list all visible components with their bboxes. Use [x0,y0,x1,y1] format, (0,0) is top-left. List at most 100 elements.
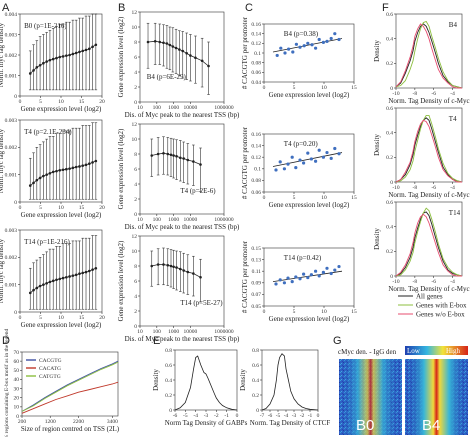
y-tick-label-d: 10 [14,405,20,411]
legend-d-label-1: CACATG [39,366,61,372]
data-point-a2 [58,168,62,172]
y-tick-label-a3: 0.001 [5,282,18,288]
data-point-a1 [51,57,55,61]
scatter-point-c3 [290,280,294,284]
x-tick-label-d: 200 [18,419,27,425]
plot-frame-c3 [263,247,355,307]
y-tick-label-b2: 2 [134,197,137,203]
data-point-b1 [185,51,188,55]
data-point-b1 [189,54,192,57]
data-point-a3 [35,286,39,290]
y-tick-label-a1: 0 [14,94,17,100]
heatmap-label-b0: B0 [356,417,374,434]
data-point-a3 [28,291,32,295]
x-tick-label-a3: 0 [19,315,22,321]
y-tick-label-f2: 0 [390,180,393,186]
scatter-point-c2 [290,155,294,159]
legend-f-label-without: Genes w/o E-box [416,311,465,319]
panel-stat-label-a2: T4 (p=2.1E-234) [24,128,72,136]
data-point-b3 [156,263,160,266]
y-tick-label-a2: 0.002 [5,145,18,151]
y-tick-label-f3: 0.4 [386,224,393,230]
y-axis-label-e1: Density [152,369,160,391]
fit-line-c2 [272,152,343,167]
y-tick-label-b1: 8 [134,40,137,46]
chart-f1: -10 -8 -6 -4 0 0.2 0.4 0.6 Norm. Tag Density of … [373,12,470,105]
y-tick-label-a3: 0 [14,310,17,316]
data-point-b3 [162,263,165,266]
x-tick-label-c3: 0 [263,309,266,315]
scatter-point-c1 [317,37,321,42]
data-point-b3 [169,264,173,268]
data-point-a1 [81,49,85,53]
data-point-b3 [186,270,190,274]
data-point-a1 [68,53,71,57]
scatter-point-c3 [329,271,333,276]
x-axis-label-e2: Norm. Tag Density of CTCF [250,419,331,427]
data-point-b2 [186,158,190,162]
colorbar [405,346,468,355]
plot-frame-e2 [261,349,319,411]
data-point-b1 [146,40,150,44]
series-line-f3-genes-with-e-box [395,207,463,277]
data-point-b2 [156,152,160,156]
series-line-d-catgtg [21,361,119,412]
scatter-point-c3 [278,278,282,282]
panel-stat-label-a1: B0 (p=1E-216) [24,22,67,30]
scatter-point-c2 [274,168,278,172]
x-tick-label-b1: 100 [153,105,162,111]
data-point-b2 [172,154,175,157]
data-point-b3 [199,275,202,279]
panel-label-f: F [382,2,389,14]
y-tick-label-b3: 10 [132,249,138,255]
plot-frame-f1 [395,13,463,89]
y-tick-label-f1: 0.2 [386,61,393,67]
data-point-a2 [71,166,75,170]
scatter-point-c1 [279,46,283,50]
data-point-a2 [35,178,39,182]
y-axis-label-c3: # CACGTG per promoter [241,240,249,313]
plot-frame-b3 [139,235,225,327]
scatter-point-c1 [291,50,295,54]
y-tick-label-b1: 12 [132,10,138,16]
y-tick-label-c3: 0.11 [252,269,262,275]
panel-stat-label-c1: B4 (p=0.38) [284,30,319,38]
y-tick-label-c3: 0.05 [251,304,261,310]
series-line-f3-genes-w-o-e-box [395,213,462,277]
y-tick-label-d: 30 [14,386,20,392]
data-point-b2 [182,157,186,160]
y-axis-label-f1: Density [373,40,381,62]
y-tick-label-b1: 4 [134,70,137,76]
y-axis-label-a1: Norm. myc tag density [0,22,5,87]
data-point-a3 [38,284,42,288]
x-tick-label-a2: 5 [39,205,42,211]
fit-line-c1 [272,38,343,53]
y-tick-label-d: 60 [14,359,20,365]
series-line-d-cacatg [21,381,119,414]
legend-d-label-2: CATGTG [39,374,61,380]
data-point-a2 [84,163,88,167]
x-tick-label-d: 1200 [45,419,56,425]
x-tick-label-c1: 0 [263,85,266,91]
data-point-a2 [74,165,78,169]
x-axis-label-b2: Dis. of Myc peak to the nearest TSS (bp) [125,223,240,231]
y-tick-label-b1: 10 [132,25,138,31]
data-point-a3 [78,272,81,276]
y-tick-label-c2: 0.08 [251,178,261,184]
x-tick-label-e2: -5 [276,413,281,419]
data-point-b2 [166,152,170,156]
data-point-a1 [45,60,48,63]
data-point-b1 [153,39,157,43]
series-line-f2-genes-w-o-e-box [395,119,462,183]
legend-d-label-0: CACGTG [39,358,62,364]
data-point-a1 [87,47,91,51]
data-point-a3 [61,276,65,280]
x-tick-label-a3: 20 [99,315,105,321]
data-point-a2 [38,176,42,180]
panel-stat-label-c2: T4 (p=0.20) [284,140,319,148]
plot-frame-f2 [395,107,463,183]
heatmap-ridge-b0 [339,359,402,435]
x-tick-label-c2: 10 [321,195,327,201]
scatter-point-c3 [294,275,298,279]
plot-frame-d [21,351,119,417]
